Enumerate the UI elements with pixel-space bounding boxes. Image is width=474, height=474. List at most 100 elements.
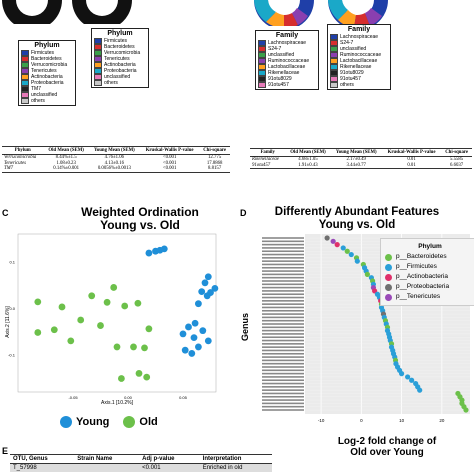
table-cell: Tenericutes (4, 160, 26, 166)
genus-label (262, 290, 304, 292)
genus-label (262, 339, 304, 342)
ordination-title: Weighted Ordination Young vs. Old (40, 206, 240, 232)
genus-label (262, 409, 304, 411)
legend-swatch (21, 74, 29, 80)
legend-item: unclassified (330, 46, 388, 52)
ordination-point-old (97, 322, 104, 329)
abundance-title-line2: Young vs. Old (318, 219, 396, 231)
legend-item: TM7 (21, 86, 73, 92)
genus-label (262, 300, 304, 302)
legend-label: Actinobacteria (104, 62, 136, 68)
table-cell: 3.44±0.77 (330, 162, 382, 169)
genus-label (262, 372, 304, 375)
legend-label: Tenericutes (31, 68, 57, 74)
genus-label (262, 389, 304, 391)
legend-swatch (258, 70, 266, 76)
legend-label: S24-7 (268, 46, 282, 52)
ordination-title-line1: Weighted Ordination (81, 205, 199, 219)
ordination-point-old (145, 325, 153, 333)
legend-swatch (21, 80, 29, 86)
genus-label (262, 395, 304, 398)
legend-item: Actinobacteria (94, 62, 146, 68)
ordination-point-old (134, 299, 142, 307)
family-legend-old: Family Lachnospiraceae S24-7 unclassified R… (255, 30, 319, 90)
table-header: Chi-square (199, 146, 230, 155)
ordination-point-old (130, 343, 137, 351)
ordination-ylabel: Axis.2 [11.6%] (5, 306, 11, 338)
legend-swatch (330, 58, 338, 64)
table-row: Tenericutes 1.08±0.23 4.13±0.16 <0.001 17.88… (2, 161, 230, 167)
legend-label: Verrucomicrobia (104, 50, 141, 56)
genus-label (262, 333, 304, 335)
ordination-point-old (58, 303, 66, 311)
table-cell: Rikenellaceae (252, 157, 279, 162)
legend-label: Actinobacteria (31, 74, 63, 80)
legend-swatch (94, 68, 102, 74)
legend-swatch (258, 64, 266, 70)
table-cell: 0.01 (407, 157, 416, 162)
x-tick-label: -10 (318, 418, 325, 423)
legend-item: Lactobacillaceae (330, 58, 388, 64)
ordination-point-young (195, 343, 202, 351)
abundance-title: Differently Abundant Features Young vs. … (240, 206, 474, 232)
ordination-point-old (77, 316, 85, 324)
ordination-point-young (160, 245, 168, 253)
ordination-point-old (143, 373, 151, 381)
abundance-xlabel-line1: Log-2 fold change of (337, 436, 437, 447)
ordination-point-old (121, 302, 129, 310)
ordination-point-old (135, 370, 143, 377)
legend-label: p__Actinobacteria (396, 273, 449, 280)
legend-label: Lactobacillaceae (340, 58, 378, 64)
legend-item: Verrucomicrobia (21, 62, 73, 68)
table-header: Adj p-value (142, 456, 175, 462)
legend-label: p__Proteobacteria (396, 283, 450, 290)
table-cell: 8.8157 (199, 166, 230, 173)
table-header: Young Mean (SEM) (330, 148, 382, 157)
legend-label: unclassified (104, 74, 131, 80)
ordination-point-young (195, 300, 202, 308)
ordination-point-young (199, 327, 207, 335)
family-stats-table: Family Old Mean (SEM) Young Mean (SEM) Krus… (250, 148, 472, 169)
table-cell: 2.17±0.49 (346, 157, 366, 162)
table-row: Rikenellaceae 4.68±1.05 2.17±0.49 0.01 5.558… (250, 157, 472, 163)
feature-point (354, 258, 360, 264)
ordination-point-young (185, 323, 192, 331)
ordination-point-old (34, 298, 42, 306)
feature-point (348, 251, 354, 258)
ordination-point-young (179, 330, 187, 338)
genus-label (262, 260, 304, 262)
genus-label (262, 343, 304, 345)
genus-label (262, 257, 304, 259)
table-header: OTU, Genus (13, 456, 48, 462)
genus-label (262, 313, 304, 315)
genus-label (262, 352, 304, 355)
feature-point (344, 248, 350, 254)
genus-label (262, 386, 304, 388)
legend-swatch (94, 62, 102, 68)
family-donut-old (254, 0, 314, 26)
genus-label (262, 382, 304, 385)
genus-label (262, 243, 304, 246)
legend-label: Verrucomicrobia (31, 62, 68, 68)
table-cell: TM7 (2, 166, 44, 173)
legend-swatch (258, 58, 266, 64)
ordination-point-old (118, 375, 125, 382)
ordination-point-old (34, 329, 42, 336)
legend-label: 91otu8029 (268, 76, 292, 82)
ordination-title-line2: Young vs. Old (100, 218, 180, 232)
feature-point (417, 387, 423, 393)
legend-label-old: Old (139, 416, 158, 428)
genus-label (262, 319, 304, 322)
legend-title: Family (347, 26, 371, 33)
genus-label (262, 349, 304, 352)
legend-swatch (330, 64, 338, 70)
family-legend-young: Family Lachnospiraceae S24-7 unclassified R… (327, 24, 391, 90)
legend-item: Lachnospiraceae (330, 34, 388, 40)
table-cell: 17.8868 (206, 160, 223, 166)
genus-label (262, 276, 304, 279)
ordination-point-old (110, 284, 118, 291)
legend-dot-icon (385, 253, 392, 261)
genus-label (262, 273, 304, 276)
table-cell: 91otu457 (250, 162, 286, 169)
table-cell: 6.6037 (441, 162, 472, 169)
